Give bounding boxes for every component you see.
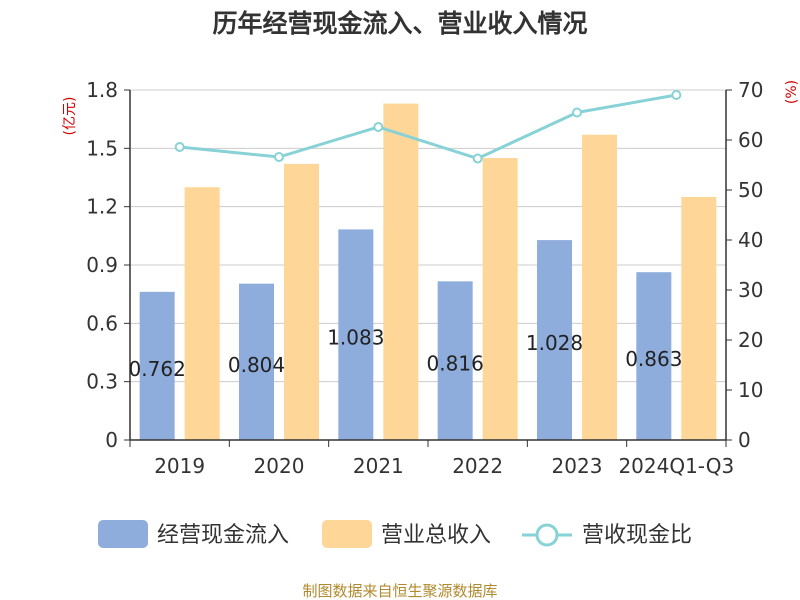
legend-swatch-revenue: [322, 520, 372, 548]
ratio-point: [572, 107, 582, 118]
right-tick-label: 40: [738, 228, 763, 252]
left-tick-label: 1.5: [86, 136, 118, 160]
bar-revenue: [284, 163, 319, 440]
data-label-cash-inflow: 1.028: [526, 331, 583, 355]
ratio-line: [174, 90, 682, 164]
ratio-point: [274, 152, 284, 162]
bars: [139, 103, 717, 441]
x-tick-label: 2024Q1-Q3: [618, 454, 734, 478]
bar-cash-inflow: [139, 291, 175, 440]
axes: 0 0.3 0.6 0.9 1.2 1.5 1.8 0 10 20 30 40 50 60 70 2019 20…: [86, 78, 763, 478]
x-tick-label: 2021: [353, 454, 404, 478]
legend-swatch-ratio-marker: [535, 523, 559, 547]
bar-revenue: [681, 196, 717, 440]
right-tick-label: 30: [738, 278, 763, 302]
legend-label-ratio: 营收现金比: [582, 523, 692, 548]
x-tick-label: 2023: [552, 454, 603, 478]
bar-revenue: [582, 134, 617, 440]
left-tick-label: 0.3: [86, 370, 118, 394]
bar-revenue: [184, 187, 220, 440]
left-tick-label: 1.8: [86, 78, 118, 102]
bar-cash-inflow: [239, 283, 274, 440]
right-tick-label: 20: [738, 328, 763, 352]
legend-label-revenue: 营业总收入: [381, 523, 491, 548]
bar-revenue: [383, 103, 419, 440]
x-tick-label: 2022: [452, 454, 503, 478]
legend: 经营现金流入 营业总收入 营收现金比: [98, 520, 692, 548]
ratio-point: [174, 142, 185, 152]
right-tick-label: 70: [738, 78, 763, 102]
right-axis-unit: (%): [784, 80, 800, 104]
chart-title: 历年经营现金流入、营业收入情况: [212, 9, 587, 38]
data-labels: 0.762 0.804 1.083 0.816 1.028 0.863: [129, 326, 683, 381]
right-tick-label: 60: [738, 128, 763, 152]
right-tick-label: 0: [738, 428, 751, 452]
right-tick-label: 50: [738, 178, 763, 202]
ratio-point: [373, 122, 384, 132]
legend-swatch-cash: [98, 520, 148, 548]
data-label-cash-inflow: 0.804: [228, 353, 285, 377]
data-label-cash-inflow: 0.863: [625, 347, 682, 371]
ratio-point: [671, 90, 682, 100]
ratio-polyline: [179, 93, 677, 161]
data-label-cash-inflow: 0.816: [427, 352, 484, 376]
bar-cash-inflow: [338, 229, 374, 440]
grid-lines: [130, 89, 726, 383]
left-tick-label: 0.6: [86, 311, 118, 335]
left-tick-label: 0: [105, 428, 118, 452]
x-tick-label: 2019: [154, 454, 205, 478]
x-tick-label: 2020: [254, 454, 305, 478]
data-label-cash-inflow: 1.083: [327, 326, 384, 350]
legend-label-cash: 经营现金流入: [157, 523, 289, 548]
bar-cash-inflow: [537, 240, 572, 440]
left-axis-unit: (亿元): [62, 97, 78, 136]
right-tick-label: 10: [738, 378, 763, 402]
ratio-point: [472, 153, 483, 164]
data-label-cash-inflow: 0.762: [129, 357, 186, 381]
bar-cash-inflow: [636, 272, 672, 440]
bar-cash-inflow: [437, 281, 473, 440]
source-note: 制图数据来自恒生聚源数据库: [302, 582, 497, 600]
bar-revenue: [482, 158, 518, 441]
left-tick-label: 0.9: [86, 253, 118, 277]
left-tick-label: 1.2: [86, 195, 118, 219]
